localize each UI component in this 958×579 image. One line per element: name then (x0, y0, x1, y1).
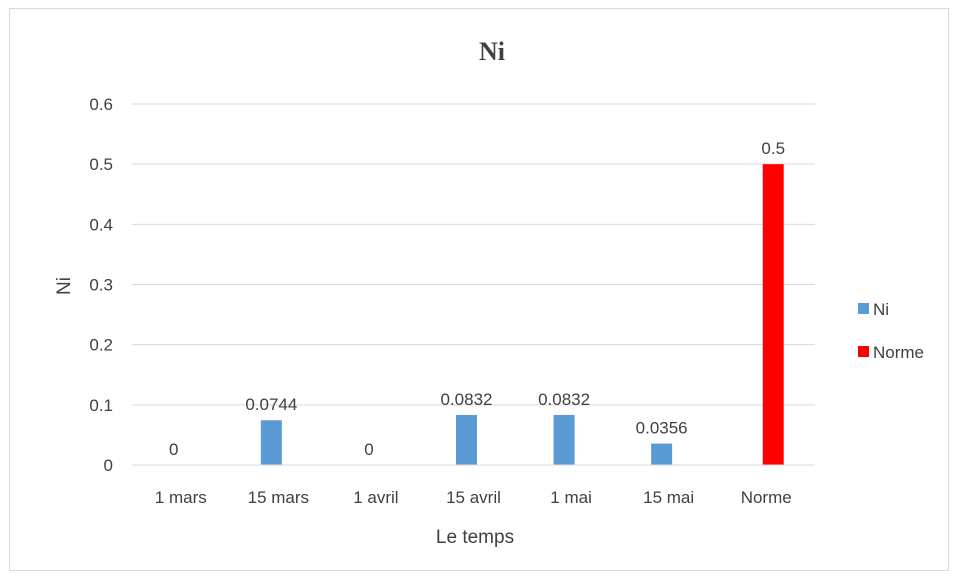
bar-ni (456, 414, 477, 465)
data-label: 0.0832 (538, 390, 590, 409)
chart-title: Ni (479, 37, 505, 66)
y-tick-label: 0.5 (89, 155, 113, 174)
x-category-label: 15 avril (446, 488, 501, 507)
y-tick-label: 0.6 (89, 95, 113, 114)
x-axis-categories: 1 mars 15 mars 1 avril 15 avril 1 mai 15 mai N… (155, 488, 792, 507)
data-label: 0 (169, 440, 178, 459)
legend-label: Ni (873, 300, 889, 319)
gridlines (132, 103, 815, 406)
data-label: 0.0356 (636, 419, 688, 438)
bar-ni (260, 420, 282, 465)
y-tick-label: 0.2 (89, 336, 113, 355)
data-label: 0.5 (761, 139, 785, 158)
bar-ni (651, 443, 673, 465)
x-category-label: 15 mai (643, 488, 694, 507)
x-category-label: 1 mars (155, 488, 207, 507)
x-category-label: 1 mai (550, 488, 592, 507)
data-label: 0.0744 (245, 395, 297, 414)
legend-swatch (858, 303, 869, 314)
x-category-label: 1 avril (353, 488, 398, 507)
legend-swatch (858, 346, 869, 357)
y-tick-label: 0.1 (89, 396, 113, 415)
y-tick-label: 0.4 (89, 215, 113, 234)
x-category-label: Norme (741, 488, 792, 507)
x-category-label: 15 mars (248, 488, 309, 507)
bar-ni (553, 414, 575, 465)
bars (260, 164, 784, 465)
data-label: 0.0832 (441, 390, 493, 409)
y-axis-title: Ni (54, 277, 75, 295)
data-labels: 0 0.0744 0 0.0832 0.0832 0.0356 0.5 (169, 139, 785, 459)
y-axis-ticks: 0 0.1 0.2 0.3 0.4 0.5 0.6 (89, 95, 113, 475)
y-tick-label: 0 (104, 456, 113, 475)
bar-norme (762, 164, 784, 465)
chart-frame (9, 8, 949, 571)
data-label: 0 (364, 440, 373, 459)
legend-label: Norme (873, 343, 924, 362)
y-tick-label: 0.3 (89, 276, 113, 295)
x-axis-title: Le temps (436, 527, 514, 548)
legend: Ni Norme (858, 300, 924, 362)
